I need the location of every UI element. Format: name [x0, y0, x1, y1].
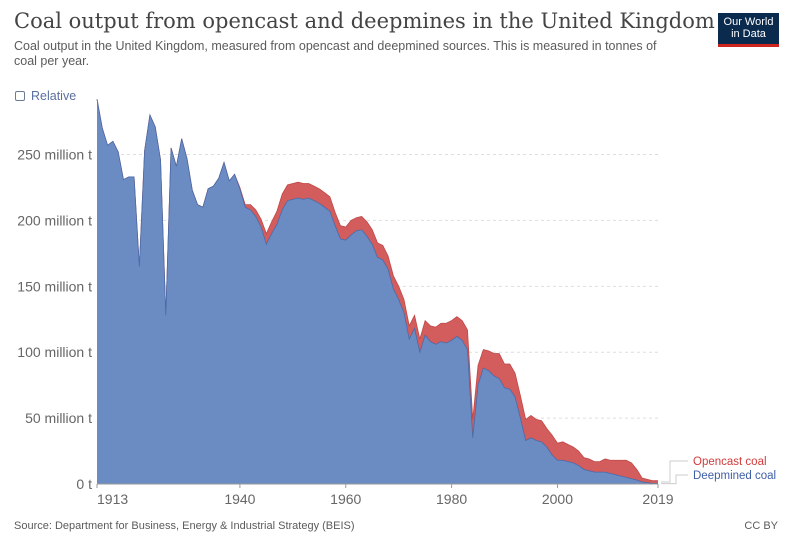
y-tick-label: 150 million t — [17, 278, 92, 294]
chart-subtitle: Coal output in the United Kingdom, measu… — [14, 39, 657, 68]
source-note[interactable]: Source: Department for Business, Energy … — [14, 520, 355, 532]
relative-toggle[interactable]: Relative — [15, 89, 76, 103]
owid-logo[interactable]: Our World in Data — [718, 13, 779, 47]
deepmined-area[interactable] — [97, 99, 658, 484]
legend-connector-opencast — [661, 460, 688, 483]
x-tick-label: 2019 — [642, 491, 673, 507]
license-note[interactable]: CC BY — [744, 520, 778, 532]
legend: Opencast coal Deepmined coal — [661, 456, 776, 485]
x-tick-label: 1940 — [224, 491, 255, 507]
y-tick-label: 100 million t — [17, 344, 92, 360]
x-tick-label: 1960 — [330, 491, 361, 507]
x-tick-label: 1980 — [436, 491, 467, 507]
legend-label-deepmined[interactable]: Deepmined coal — [693, 470, 776, 482]
area-series[interactable] — [96, 99, 658, 484]
x-tick-label: 2000 — [542, 491, 573, 507]
logo-line-2: in Data — [731, 28, 766, 40]
legend-label-opencast[interactable]: Opencast coal — [693, 456, 767, 468]
relative-checkbox[interactable] — [15, 91, 25, 101]
axes: 0 t 50 million t 100 million t 150 million … — [17, 147, 673, 507]
relative-label: Relative — [31, 89, 77, 103]
opencast-area[interactable] — [97, 99, 658, 484]
y-tick-label: 200 million t — [17, 212, 92, 228]
y-tick-label: 0 t — [76, 476, 92, 492]
logo-line-1: Our World — [723, 16, 774, 28]
y-tick-label: 50 million t — [25, 410, 92, 426]
deepmined-line — [96, 99, 658, 484]
chart-title: Coal output from opencast and deepmines … — [14, 9, 715, 33]
legend-connector-deepmined — [661, 474, 688, 485]
y-tick-label: 250 million t — [17, 147, 92, 163]
x-tick-label: 1913 — [97, 491, 128, 507]
